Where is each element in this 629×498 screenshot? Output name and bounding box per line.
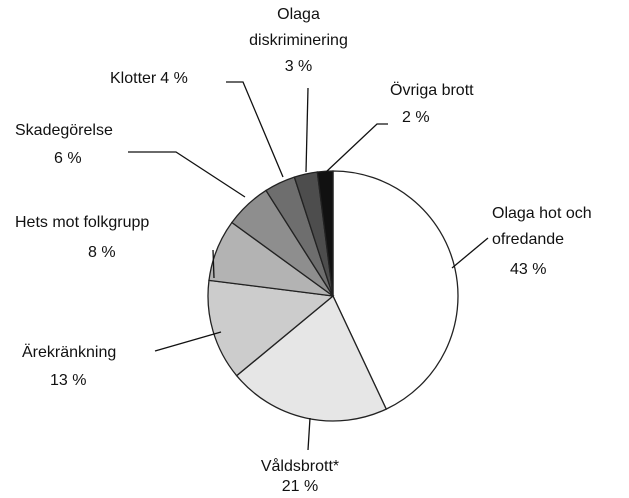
category-label: Hets mot folkgrupp xyxy=(15,214,150,231)
pie-slice xyxy=(316,170,334,297)
slice-label: Klotter 4 % xyxy=(110,66,188,92)
leader-line xyxy=(154,331,222,352)
value-label: 21 % xyxy=(281,478,319,495)
value-label: 6 % xyxy=(54,150,82,167)
leader-line xyxy=(226,81,284,178)
category-label: Ärekränkning xyxy=(22,344,117,361)
value-label: 4 % xyxy=(160,70,188,87)
category-label: Skadegörelse xyxy=(15,122,113,139)
pie-slice xyxy=(235,294,388,422)
leader-line xyxy=(305,87,309,173)
leader-line xyxy=(451,237,489,269)
value-label: 3 % xyxy=(284,58,313,75)
pie-slice xyxy=(332,170,459,410)
leader-lines xyxy=(128,81,489,451)
category-label: Våldsbrott* xyxy=(260,458,340,475)
category-label: Olaga hot och ofredande xyxy=(492,205,592,248)
leader-line xyxy=(128,151,246,198)
leader-line xyxy=(212,249,215,279)
value-label: 2 % xyxy=(402,109,430,126)
category-label: Olaga diskriminering xyxy=(249,6,348,49)
value-label: 8 % xyxy=(88,244,116,261)
leader-line xyxy=(325,123,388,173)
pie-slice xyxy=(207,279,335,377)
value-label: 13 % xyxy=(50,372,87,389)
value-label: 43 % xyxy=(510,261,547,278)
category-label: Övriga brott xyxy=(390,82,474,99)
category-label: Klotter xyxy=(110,70,157,87)
leader-line xyxy=(307,417,311,451)
